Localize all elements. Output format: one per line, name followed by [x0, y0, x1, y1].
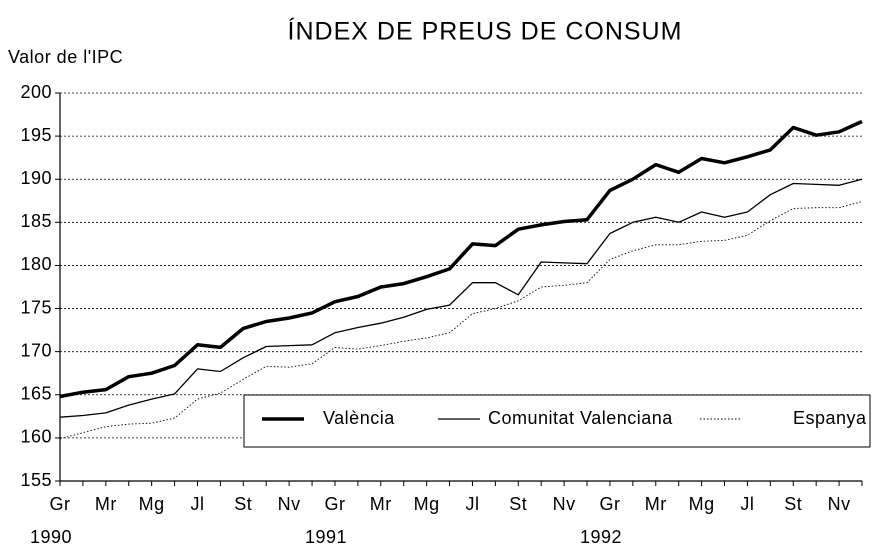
x-tick-label: Mr [95, 494, 117, 514]
legend-label: Comunitat Valenciana [488, 408, 673, 428]
x-tick-label: Jl [190, 494, 204, 514]
x-tick-label: Jl [740, 494, 754, 514]
legend-label: Espanya [793, 408, 867, 428]
x-tick-label: Gr [50, 494, 71, 514]
y-tick-label: 185 [20, 211, 52, 231]
legend-label: València [323, 408, 395, 428]
y-tick-label: 180 [20, 254, 52, 274]
x-tick-label: St [509, 494, 527, 514]
y-tick-label: 155 [20, 470, 52, 490]
y-tick-label: 175 [20, 297, 52, 317]
x-tick-label: St [234, 494, 252, 514]
x-tick-label: Nv [278, 494, 301, 514]
y-tick-label: 190 [20, 168, 52, 188]
y-tick-label: 160 [20, 427, 52, 447]
series-line [59, 201, 863, 440]
year-label: 1991 [305, 527, 347, 546]
x-tick-label: Mg [414, 494, 440, 514]
legend-box [243, 394, 871, 448]
x-tick-label: Nv [828, 494, 851, 514]
y-tick-label: 165 [20, 384, 52, 404]
x-tick-label: Mr [645, 494, 667, 514]
x-tick-label: St [784, 494, 802, 514]
x-tick-label: Mg [689, 494, 715, 514]
y-tick-label: 195 [20, 125, 52, 145]
series-line [59, 119, 863, 399]
x-tick-label: Mg [139, 494, 165, 514]
x-tick-label: Mr [370, 494, 392, 514]
year-label: 1990 [30, 527, 72, 546]
year-label: 1992 [580, 527, 622, 546]
y-tick-label: 200 [20, 82, 52, 102]
x-tick-label: Jl [465, 494, 479, 514]
series-line [59, 178, 863, 418]
y-axis-label: Valor de l'IPC [8, 47, 123, 67]
x-tick-label: Gr [599, 494, 620, 514]
x-tick-label: Gr [324, 494, 345, 514]
x-tick-label: Nv [553, 494, 576, 514]
chart-title: ÍNDEX DE PREUS DE CONSUM [288, 17, 683, 46]
y-tick-label: 170 [20, 340, 52, 360]
